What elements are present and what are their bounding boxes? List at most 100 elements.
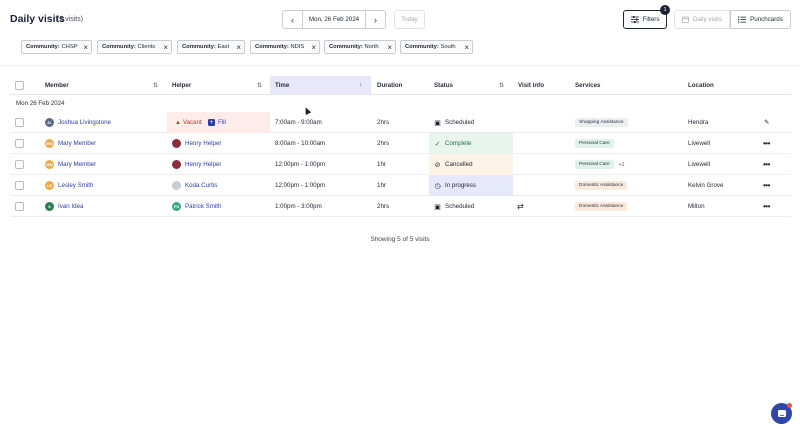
helper-name: Koda Curtis [185,182,218,189]
close-icon[interactable]: × [311,43,316,52]
fill-button[interactable]: + Fill [208,112,226,133]
chip-key: Community: [405,44,439,50]
daily-visits-button[interactable]: Daily visits [674,10,730,29]
member-link[interactable]: MM Mary Member [45,133,96,154]
filter-chip-north: Community: North × [324,40,396,54]
member-link[interactable]: II Ivan Idea [45,196,83,217]
page-title: Daily visits [10,13,65,25]
filters-label: Filters [642,16,660,23]
status-badge: ✓ Complete [434,133,472,154]
visit-duration: 2hrs [377,140,390,147]
helper-name: Henry Helper [185,140,222,147]
previous-day-button[interactable]: ‹ [282,10,303,29]
column-duration[interactable]: Duration [377,82,403,89]
next-day-button[interactable]: › [365,10,386,29]
visit-duration: 1hr [377,182,386,189]
close-icon[interactable]: × [236,43,241,52]
row-checkbox[interactable] [15,160,24,169]
service-tag: Personal Care [575,160,614,169]
column-status[interactable]: Status [434,82,453,89]
avatar [172,160,181,169]
row-checkbox[interactable] [15,181,24,190]
avatar: MM [45,139,54,148]
column-location: Location [688,82,714,89]
avatar: II [45,202,54,211]
avatar: LS [45,181,54,190]
sliders-icon [630,16,639,23]
helper-link[interactable]: Koda Curtis [172,175,217,196]
table-row[interactable]: II Ivan Idea PS Patrick Smith 1:00pm - 3… [10,196,791,217]
service-tag: Domestic Assistance [575,202,628,211]
avatar: MM [45,160,54,169]
row-checkbox[interactable] [15,202,24,211]
date-picker[interactable]: Mon, 26 Feb 2024 [303,10,365,29]
table-row[interactable]: MM Mary Member Henry Helper 8:00am - 10:… [10,133,791,154]
status-text: Scheduled [445,119,475,126]
today-button[interactable]: Today [394,10,425,29]
chip-key: Community: [255,44,289,50]
edit-icon[interactable]: ✎ [764,119,770,126]
sort-descending-icon[interactable]: ↓ [359,82,362,88]
member-name: Mary Member [58,140,97,147]
row-checkbox[interactable] [15,139,24,148]
column-time[interactable]: Time [275,82,290,89]
fill-label: Fill [218,119,226,126]
more-services-count[interactable]: +1 [618,161,625,168]
close-icon[interactable]: × [163,43,168,52]
visit-time: 1:00pm - 3:00pm [275,203,322,210]
table-header: Member ⇅ Helper ⇅ Time ↓ Duration Status… [10,76,791,95]
services-cell: Personal Care +1 [575,154,624,175]
status-badge: ◷ In progress [434,175,476,196]
close-icon[interactable]: × [464,43,469,52]
page-header: Daily visits (5 visits) ‹ Mon, 26 Feb 20… [0,0,800,36]
helper-link[interactable]: Henry Helper [172,154,221,175]
row-checkbox[interactable] [15,118,24,127]
visit-location: Kelvin Grove [688,182,724,189]
sort-icon[interactable]: ⇅ [499,83,505,89]
close-icon[interactable]: × [387,43,392,52]
select-all-checkbox[interactable] [15,81,24,90]
close-icon[interactable]: × [83,43,88,52]
chip-value: Clients [137,44,156,50]
member-link[interactable]: MM Mary Member [45,154,96,175]
visit-time: 12:00pm - 1:00pm [275,161,326,168]
visit-duration: 1hr [377,161,386,168]
status-text: Complete [445,140,472,147]
service-tag: Domestic Assistance [575,181,628,190]
member-name: Ivan Idea [58,203,84,210]
sort-icon[interactable]: ⇅ [257,83,263,89]
more-options-icon[interactable]: ••• [763,139,770,148]
chevron-right-icon: › [374,14,377,25]
plus-square-icon: + [208,119,215,126]
table-row[interactable]: LS Lesley Smith Koda Curtis 12:00pm - 1:… [10,175,791,196]
more-options-icon[interactable]: ••• [763,181,770,190]
chip-key: Community: [182,44,216,50]
member-link[interactable]: JL Joshua Livingstone [45,112,111,133]
column-helper[interactable]: Helper [172,82,192,89]
filters-button[interactable]: Filters [623,10,667,29]
more-options-icon[interactable]: ••• [763,202,770,211]
member-name: Joshua Livingstone [58,119,111,126]
status-badge: ⊘ Cancelled [434,154,473,175]
time-column-highlight [270,76,371,95]
visit-location: Milton [688,203,705,210]
helper-link[interactable]: PS Patrick Smith [172,196,221,217]
chip-value: South [440,44,456,50]
member-name: Lesley Smith [58,182,94,189]
repeat-icon[interactable]: ⇄ [517,202,524,211]
helper-link[interactable]: Henry Helper [172,133,221,154]
sort-icon[interactable]: ⇅ [153,83,159,89]
visit-time: 8:00am - 10:00am [275,140,326,147]
visit-location: Hendra [688,119,709,126]
member-link[interactable]: LS Lesley Smith [45,175,93,196]
table-row[interactable]: JL Joshua Livingstone ▲ Vacant + Fill 7:… [10,112,791,133]
check-icon: ✓ [434,140,441,148]
column-member[interactable]: Member [45,82,69,89]
filter-chip-chsp: Community: CHSP × [21,40,92,54]
more-options-icon[interactable]: ••• [763,160,770,169]
chat-launcher-button[interactable] [771,403,792,424]
status-cell-highlight [429,154,513,175]
table-row[interactable]: MM Mary Member Henry Helper 12:00pm - 1:… [10,154,791,175]
status-cell-highlight [429,133,513,154]
punchcards-button[interactable]: Punchcards [730,10,791,29]
